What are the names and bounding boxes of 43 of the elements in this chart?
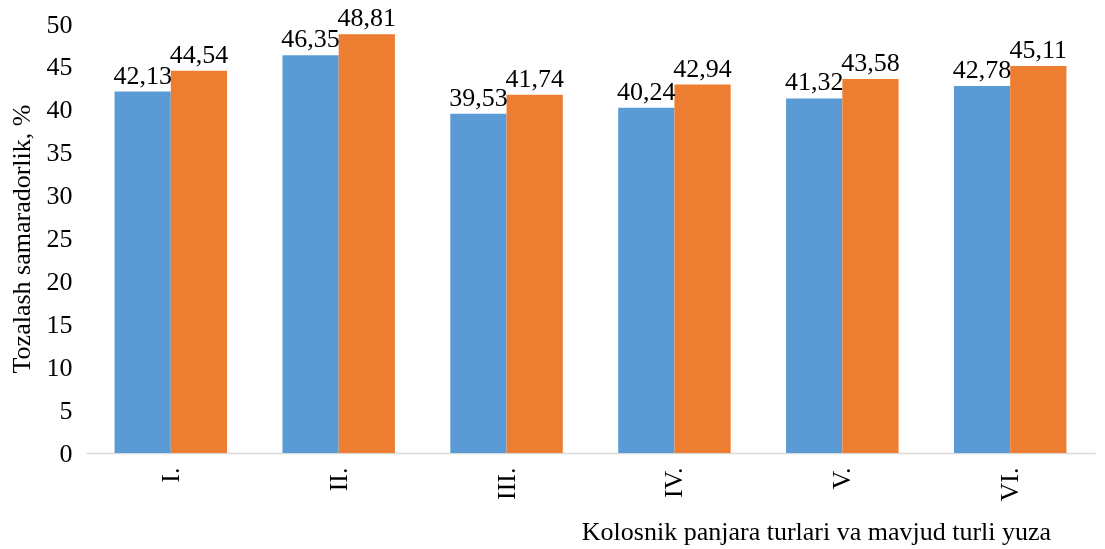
bar — [842, 79, 899, 453]
bar — [506, 94, 563, 453]
x-tick-label: I. — [155, 467, 185, 483]
y-tick-label: 0 — [59, 438, 73, 468]
data-label: 40,24 — [617, 76, 676, 106]
y-tick-label: 25 — [46, 224, 73, 253]
y-tick-label: 40 — [46, 95, 73, 125]
data-label: 39,53 — [449, 82, 508, 112]
data-label: 46,35 — [281, 24, 340, 54]
y-tick-label: 35 — [46, 138, 73, 168]
bar — [282, 55, 339, 453]
bar — [114, 91, 171, 453]
y-tick-label: 30 — [46, 181, 73, 211]
bar — [450, 113, 507, 453]
y-tick-label: 15 — [46, 309, 73, 339]
data-label: 41,74 — [505, 63, 564, 93]
data-label: 43,58 — [841, 48, 900, 78]
bar — [618, 107, 675, 453]
x-tick-label: III. — [491, 467, 521, 500]
y-tick-label: 10 — [46, 352, 73, 382]
x-axis-title: Kolosnik panjara turlari va mavjud turli yuza — [581, 517, 1052, 547]
data-label: 42,13 — [113, 60, 172, 90]
bar — [953, 85, 1011, 453]
data-label: 42,78 — [952, 54, 1012, 84]
x-tick-label: VI. — [995, 467, 1025, 502]
y-axis-title: Tozalash samaradorlik, % — [6, 104, 36, 374]
y-tick-label: 20 — [46, 266, 73, 296]
data-label: 45,11 — [1009, 34, 1068, 64]
y-tick-label: 50 — [46, 9, 73, 39]
data-label: 48,81 — [337, 3, 397, 33]
bar — [674, 84, 731, 453]
x-tick-label: II. — [323, 467, 353, 492]
bar — [1010, 65, 1067, 453]
x-tick-label: V. — [827, 467, 857, 490]
x-tick-label: IV. — [659, 467, 689, 499]
data-label: 41,32 — [784, 67, 844, 97]
data-label: 44,54 — [169, 39, 229, 69]
bar — [338, 34, 395, 453]
y-tick-label: 45 — [46, 52, 73, 82]
data-label: 42,94 — [673, 53, 732, 83]
y-tick-label: 5 — [59, 395, 73, 425]
bar — [786, 98, 843, 453]
bar — [170, 70, 228, 453]
